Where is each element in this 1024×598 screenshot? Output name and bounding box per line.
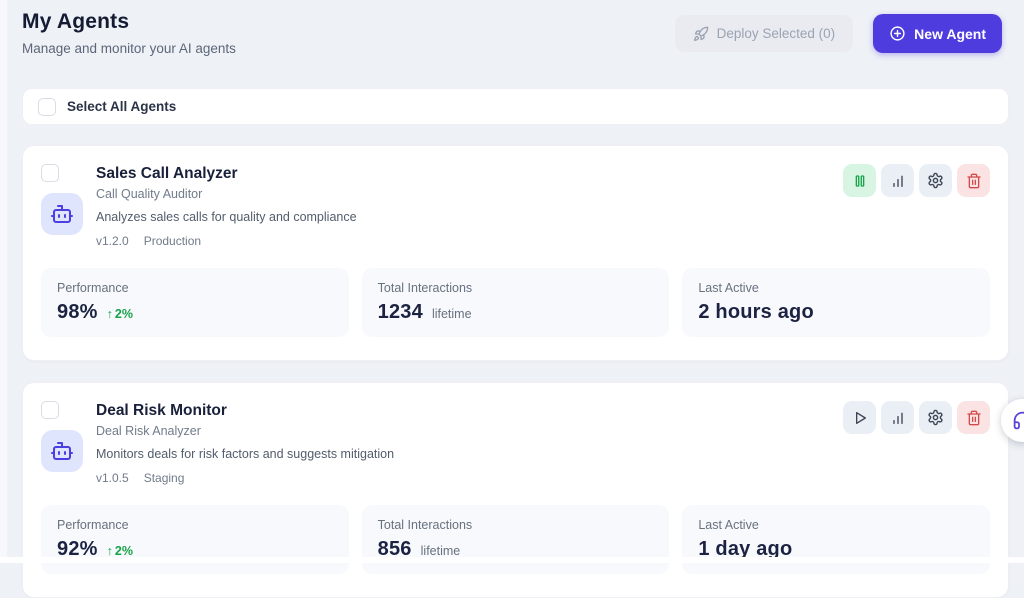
stat-performance: Performance 98% ↑ 2%: [41, 268, 349, 337]
page-header: My Agents Manage and monitor your AI age…: [22, 10, 236, 56]
deploy-selected-button[interactable]: Deploy Selected (0): [674, 15, 854, 52]
new-agent-button[interactable]: New Agent: [873, 14, 1002, 53]
settings-gear-icon: [927, 409, 944, 426]
trash-icon: [966, 173, 982, 189]
agent-actions: [843, 401, 990, 485]
interactions-value: 1234: [377, 301, 423, 323]
stat-label: Performance: [57, 518, 129, 532]
agent-role: Deal Risk Analyzer: [96, 424, 201, 438]
agent-environment: Staging: [143, 471, 185, 485]
agent-environment: Production: [143, 234, 202, 248]
toolbar: Deploy Selected (0) New Agent: [674, 14, 1002, 53]
agent-version: v1.2.0: [96, 234, 129, 248]
stat-interactions: Total Interactions 856 lifetime: [361, 505, 670, 574]
performance-value: 92%: [57, 538, 98, 560]
agent-avatar: [41, 193, 83, 235]
interactions-suffix: lifetime: [431, 307, 472, 321]
agent-card-deal-risk-monitor: Deal Risk Monitor Deal Risk Analyzer Mon…: [22, 382, 1009, 598]
agent-description: Monitors deals for risk factors and sugg…: [96, 447, 395, 461]
new-agent-label: New Agent: [914, 25, 986, 42]
settings-button[interactable]: [919, 401, 952, 434]
pause-agent-button[interactable]: [843, 164, 876, 197]
stat-label: Last Active: [698, 281, 759, 295]
agent-role: Call Quality Auditor: [96, 187, 203, 201]
agent-description: Analyzes sales calls for quality and com…: [96, 210, 357, 224]
page-subtitle: Manage and monitor your AI agents: [22, 41, 236, 56]
performance-value: 98%: [57, 301, 98, 323]
agent-version: v1.0.5: [96, 471, 129, 485]
plus-circle-icon: [889, 25, 906, 42]
stat-label: Performance: [57, 281, 129, 295]
interactions-suffix: lifetime: [420, 544, 461, 558]
viewport-bottom-edge: [0, 557, 1024, 563]
trend-up-icon: ↑: [106, 307, 113, 321]
select-all-bar: Select All Agents: [22, 88, 1009, 125]
stat-label: Last Active: [698, 518, 759, 532]
bot-icon: [50, 202, 74, 226]
agent-stats: Performance 98% ↑ 2% Total Interactions …: [41, 268, 990, 337]
agent-checkbox[interactable]: [41, 164, 59, 182]
delete-agent-button[interactable]: [957, 401, 990, 434]
stat-last-active: Last Active 1 day ago: [682, 505, 990, 574]
bot-icon: [50, 439, 74, 463]
trash-icon: [966, 410, 982, 426]
settings-gear-icon: [927, 172, 944, 189]
last-active-value: 2 hours ago: [698, 301, 814, 323]
assistant-widget-button[interactable]: [1001, 399, 1024, 442]
trend-value: 2%: [114, 544, 133, 558]
agent-name: Sales Call Analyzer: [96, 165, 238, 182]
deploy-selected-label: Deploy Selected (0): [716, 26, 836, 41]
agent-stats: Performance 92% ↑ 2% Total Interactions …: [41, 505, 990, 574]
run-agent-button[interactable]: [843, 401, 876, 434]
stat-label: Total Interactions: [377, 518, 473, 532]
agent-name: Deal Risk Monitor: [96, 402, 227, 419]
settings-button[interactable]: [919, 164, 952, 197]
pause-icon: [852, 173, 868, 189]
stat-label: Total Interactions: [377, 281, 473, 295]
rocket-icon: [693, 26, 709, 42]
trend-up-icon: ↑: [106, 544, 113, 558]
page-title: My Agents: [22, 10, 130, 33]
select-all-checkbox[interactable]: [38, 97, 56, 116]
bar-chart-icon: [890, 173, 906, 189]
delete-agent-button[interactable]: [957, 164, 990, 197]
last-active-value: 1 day ago: [698, 538, 793, 560]
bar-chart-icon: [890, 410, 906, 426]
stat-performance: Performance 92% ↑ 2%: [41, 505, 349, 574]
analytics-button[interactable]: [881, 164, 914, 197]
stat-interactions: Total Interactions 1234 lifetime: [361, 268, 670, 337]
agent-checkbox[interactable]: [41, 401, 59, 419]
agent-card-sales-call-analyzer: Sales Call Analyzer Call Quality Auditor…: [22, 145, 1009, 361]
headphones-icon: [1012, 410, 1024, 431]
trend-value: 2%: [114, 307, 133, 321]
page-left-edge: [0, 0, 7, 563]
select-all-label: Select All Agents: [67, 99, 177, 114]
agent-avatar: [41, 430, 83, 472]
stat-last-active: Last Active 2 hours ago: [682, 268, 990, 337]
play-icon: [852, 410, 868, 426]
agent-actions: [843, 164, 990, 248]
interactions-value: 856: [377, 538, 412, 560]
analytics-button[interactable]: [881, 401, 914, 434]
